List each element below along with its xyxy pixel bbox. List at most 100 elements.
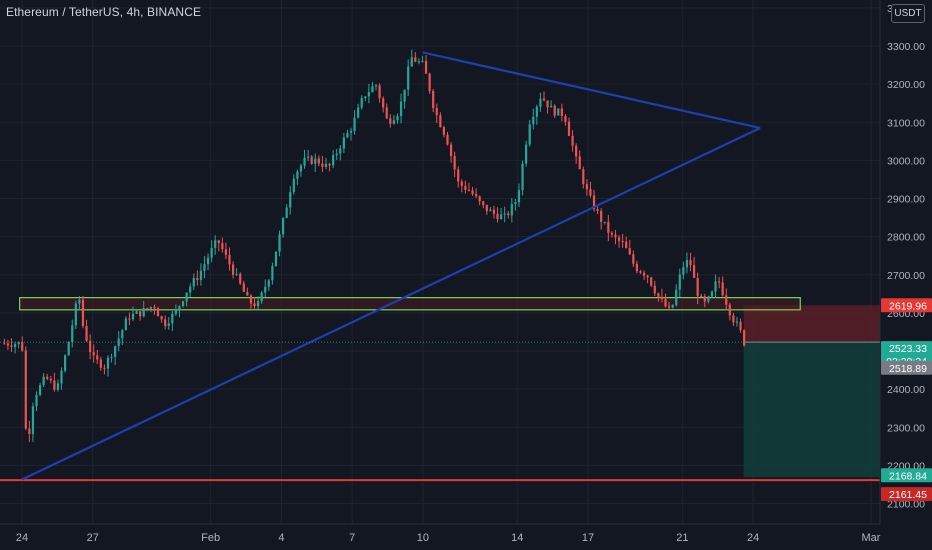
candle-body <box>224 249 228 255</box>
resistance-zone <box>19 297 801 311</box>
time-tick-label: 24 <box>16 532 28 544</box>
candle-body <box>464 185 467 190</box>
support-label-box <box>881 487 932 502</box>
candle-body <box>560 108 563 117</box>
candle-body <box>228 254 231 265</box>
candle-body <box>92 352 95 356</box>
candle-body <box>492 209 496 214</box>
price-tick-label: 3200.00 <box>887 79 925 91</box>
triangle-upper-line[interactable] <box>422 51 761 130</box>
candle-body <box>3 343 6 345</box>
candle-body <box>478 196 481 202</box>
candle-body <box>303 157 306 166</box>
candle-body <box>510 203 513 216</box>
candle-body <box>239 273 242 284</box>
candle-body <box>414 57 417 62</box>
candle-body <box>671 304 674 308</box>
last-price-label: 2523.33 <box>889 343 927 355</box>
candle-body <box>217 240 220 244</box>
drawings[interactable] <box>0 51 880 482</box>
candle-body <box>435 108 438 116</box>
candle-body <box>31 406 35 434</box>
candle-body <box>621 240 624 242</box>
candle-body <box>607 221 610 233</box>
candle-body <box>192 277 195 287</box>
candle-body <box>10 345 13 347</box>
candle-body <box>442 127 446 135</box>
candle-body <box>342 137 345 149</box>
candle-body <box>317 158 320 164</box>
candle-body <box>199 270 203 280</box>
candle-body <box>189 286 192 293</box>
candle-body <box>382 98 385 108</box>
candle-body <box>700 295 703 297</box>
time-axis[interactable]: 24 27 Feb 4 7 10 14 17 21 24 Mar <box>0 523 881 550</box>
candle-body <box>46 376 49 379</box>
candle-body <box>292 178 295 193</box>
candle-body <box>178 305 181 310</box>
candle-body <box>299 165 303 172</box>
candle-body <box>246 291 249 296</box>
candle-body <box>610 232 613 235</box>
time-axis-background[interactable] <box>0 524 880 550</box>
time-tick-label: 7 <box>349 532 355 544</box>
candle-body <box>667 306 671 308</box>
candle-body <box>81 299 85 327</box>
candle-body <box>721 282 724 296</box>
candle-body <box>357 107 360 118</box>
candle-body <box>135 311 138 314</box>
candle-body <box>324 163 328 167</box>
candle-body <box>310 156 313 164</box>
candle-body <box>103 367 106 369</box>
candle-body <box>253 303 256 307</box>
candle-body <box>696 277 699 296</box>
candle-body <box>467 189 471 191</box>
candle-body <box>242 283 245 292</box>
candle-body <box>60 370 63 384</box>
candle-body <box>174 309 177 314</box>
candle-body <box>67 342 70 356</box>
candle-body <box>110 356 113 358</box>
candle-body <box>196 277 199 280</box>
candle-body <box>171 313 174 324</box>
currency-button[interactable]: USDT <box>891 4 925 23</box>
candle-body <box>539 98 542 107</box>
candle-body <box>206 257 210 265</box>
candle-body <box>550 105 553 108</box>
entry-label-box <box>881 360 932 375</box>
candle-body <box>628 248 631 255</box>
candle-body <box>575 145 578 157</box>
candle-body <box>675 289 678 305</box>
candle-body <box>346 132 349 138</box>
candle-body <box>735 321 739 323</box>
zones <box>19 297 881 478</box>
candle-body <box>571 135 574 146</box>
stop-loss-zone <box>743 305 881 343</box>
candle-body <box>271 266 274 281</box>
candle-body <box>339 148 342 154</box>
candle-body <box>657 293 660 297</box>
candle-body <box>203 264 206 271</box>
candle-body <box>635 263 639 272</box>
candle-body <box>446 134 449 145</box>
triangle-lower-line[interactable] <box>21 126 761 481</box>
candle-body <box>503 213 506 215</box>
candle-body <box>385 107 388 119</box>
candle-body <box>489 209 492 212</box>
price-axis[interactable]: 2100.002200.002300.002400.002500.002600.… <box>879 0 932 550</box>
candle-body <box>21 342 24 351</box>
price-axis-background[interactable] <box>880 0 932 550</box>
candle-body <box>149 307 152 309</box>
candle-body <box>660 296 664 299</box>
candle-body <box>507 213 510 216</box>
target-label: 2168.84 <box>889 470 927 482</box>
price-tick-label: 2100.00 <box>887 499 925 511</box>
price-tick-label: 2400.00 <box>887 384 925 396</box>
candle-body <box>564 116 567 122</box>
candle-body <box>35 394 38 407</box>
candle-body <box>167 323 170 326</box>
candle-body <box>49 378 52 381</box>
time-tick-label: Mar <box>862 532 881 544</box>
candle-body <box>156 308 160 317</box>
